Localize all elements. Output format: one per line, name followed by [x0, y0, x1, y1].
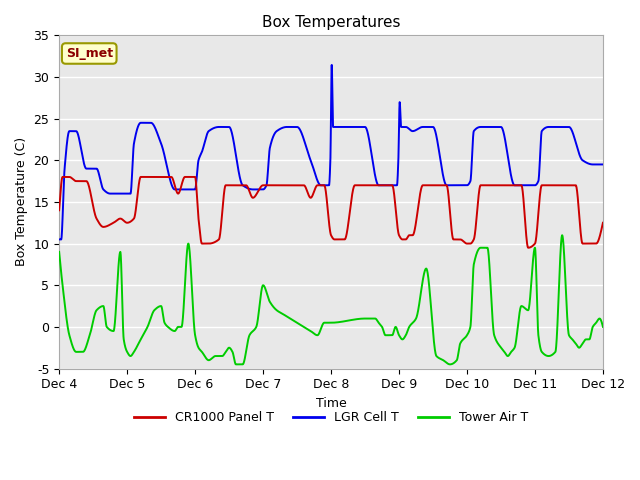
- Text: SI_met: SI_met: [66, 47, 113, 60]
- Title: Box Temperatures: Box Temperatures: [262, 15, 400, 30]
- Y-axis label: Box Temperature (C): Box Temperature (C): [15, 137, 28, 266]
- Legend: CR1000 Panel T, LGR Cell T, Tower Air T: CR1000 Panel T, LGR Cell T, Tower Air T: [129, 406, 533, 429]
- X-axis label: Time: Time: [316, 397, 346, 410]
